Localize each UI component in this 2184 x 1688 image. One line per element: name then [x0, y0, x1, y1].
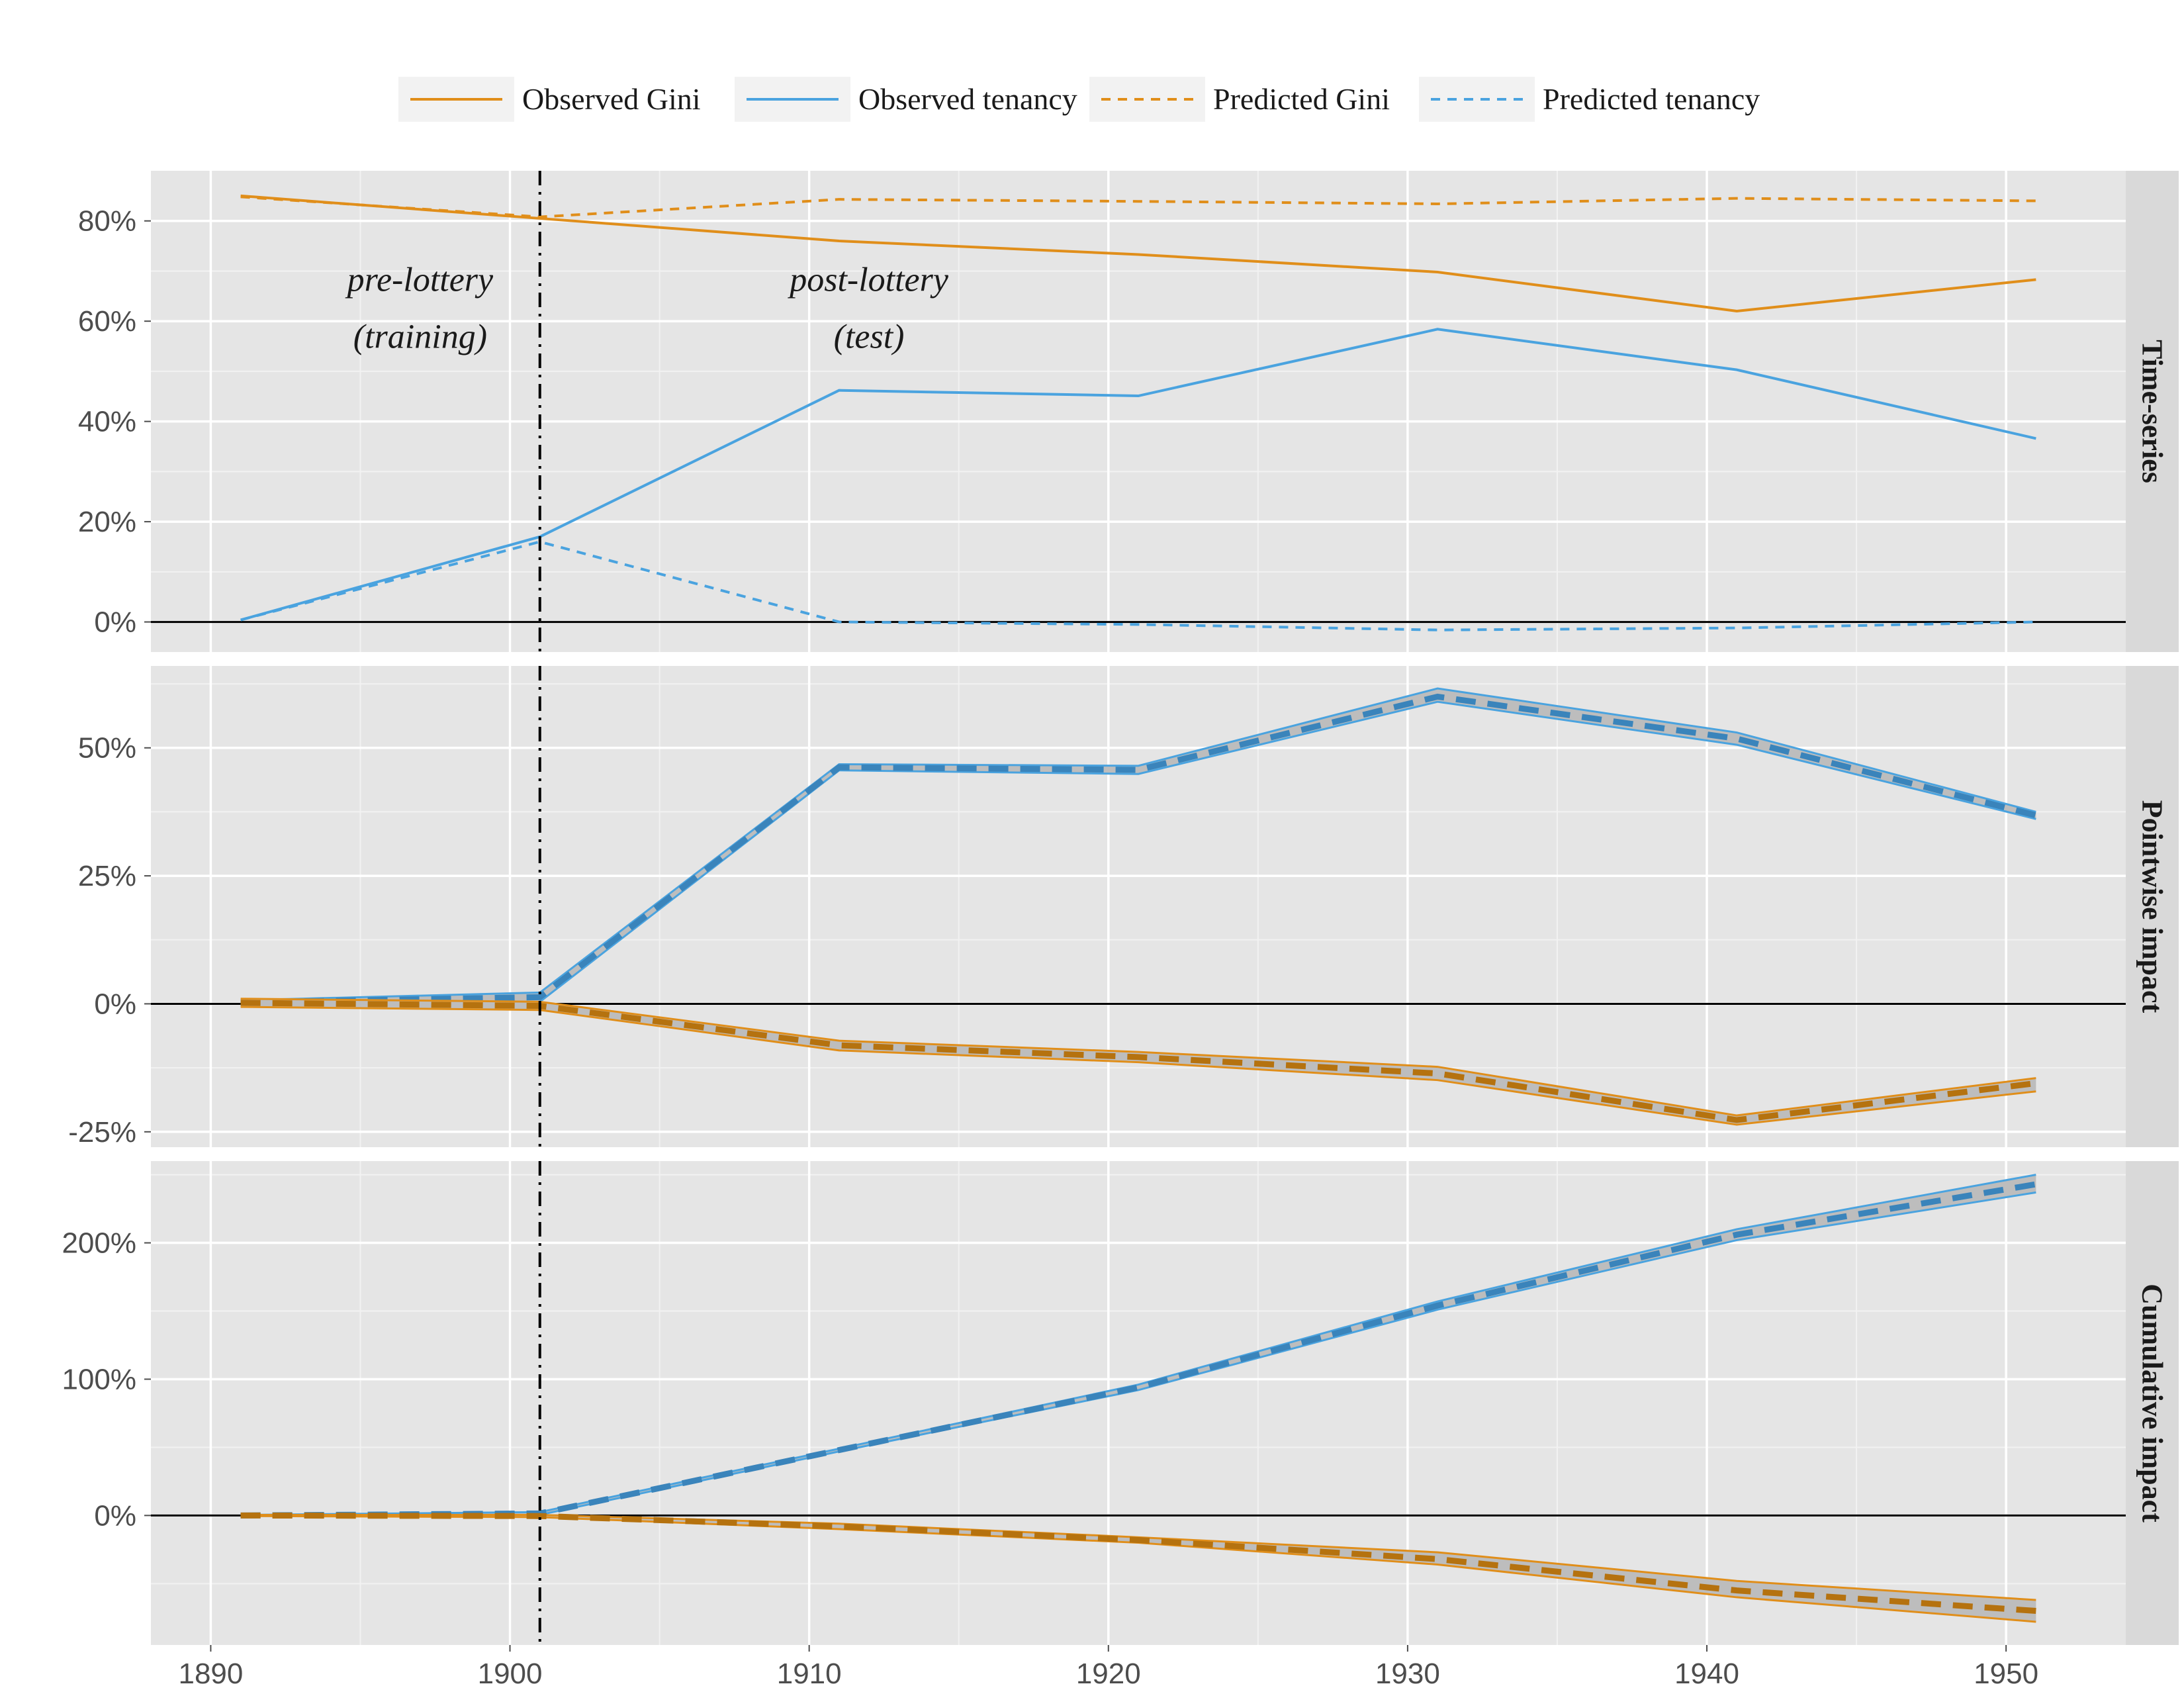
y-tick-label: 40% [78, 406, 136, 438]
y-tick-label: 50% [78, 732, 136, 765]
y-tick-label: 0% [94, 606, 136, 639]
impact-mean-line [240, 1512, 2036, 1615]
impact-mean-line [240, 693, 2037, 1006]
legend-entry-predicted-tenancy: Predicted tenancy [1419, 77, 1760, 122]
y-tick-label: 20% [78, 506, 136, 538]
panel-background [151, 666, 2126, 1147]
panel-cumulative-impact: 0% 100% 200% Cumulative impact [62, 1161, 2179, 1645]
confidence-band [240, 1174, 2036, 1517]
y-tick-label: 25% [78, 860, 136, 892]
legend-entry-observed-tenancy: Observed tenancy [735, 77, 1077, 122]
y-tick-label: 100% [62, 1363, 136, 1395]
legend-label: Predicted tenancy [1543, 82, 1760, 116]
x-tick-label: 1940 [1674, 1658, 1739, 1688]
strip-background [2126, 1161, 2179, 1645]
panel-background [151, 171, 2126, 652]
x-tick-label: 1930 [1375, 1658, 1440, 1688]
y-tick-label: 0% [94, 988, 136, 1020]
strip-background [2126, 171, 2179, 652]
chart-panels: 0% 20% 40% 60% 80% pre-lottery (training) post-… [62, 171, 2179, 1645]
x-tick-label: 1890 [178, 1658, 243, 1688]
x-tick-label: 1920 [1076, 1658, 1141, 1688]
y-tick-label: 80% [78, 205, 136, 238]
x-tick-label: 1900 [478, 1658, 543, 1688]
y-tick-label: -25% [68, 1116, 136, 1149]
panel-background [151, 1161, 2126, 1645]
strip-background [2126, 666, 2179, 1147]
series-observed-gini [240, 194, 2036, 313]
panel-time-series: 0% 20% 40% 60% 80% pre-lottery (training) post-… [78, 171, 2179, 652]
x-tick-label: 1950 [1974, 1658, 2038, 1688]
annotation-text: (test) [834, 318, 905, 355]
annotation-text: post-lottery [787, 261, 949, 299]
legend-label: Observed tenancy [858, 82, 1077, 116]
x-axis: 1890 1900 1910 1920 1930 1940 1950 [178, 1645, 2038, 1688]
y-tick-label: 60% [78, 305, 136, 338]
legend: Observed Gini Observed tenancy Predicted G… [398, 77, 1760, 122]
legend-entry-observed-gini: Observed Gini [398, 77, 701, 122]
legend-label: Predicted Gini [1213, 82, 1390, 116]
y-tick-label: 0% [94, 1499, 136, 1532]
annotation-text: pre-lottery [345, 261, 494, 299]
strip-label: Cumulative impact [2136, 1284, 2169, 1523]
annotation-text: (training) [353, 318, 487, 355]
y-tick-label: 200% [62, 1227, 136, 1260]
strip-label: Time-series [2136, 340, 2169, 483]
legend-label: Observed Gini [522, 82, 701, 116]
strip-label: Pointwise impact [2136, 800, 2169, 1013]
series-predicted-tenancy [240, 540, 2036, 632]
panel-pointwise-impact: -25% 0% 25% 50% Pointwise impact [68, 666, 2179, 1149]
x-tick-label: 1910 [777, 1658, 842, 1688]
legend-entry-predicted-gini: Predicted Gini [1089, 77, 1390, 122]
series-predicted-gini [240, 195, 2036, 218]
